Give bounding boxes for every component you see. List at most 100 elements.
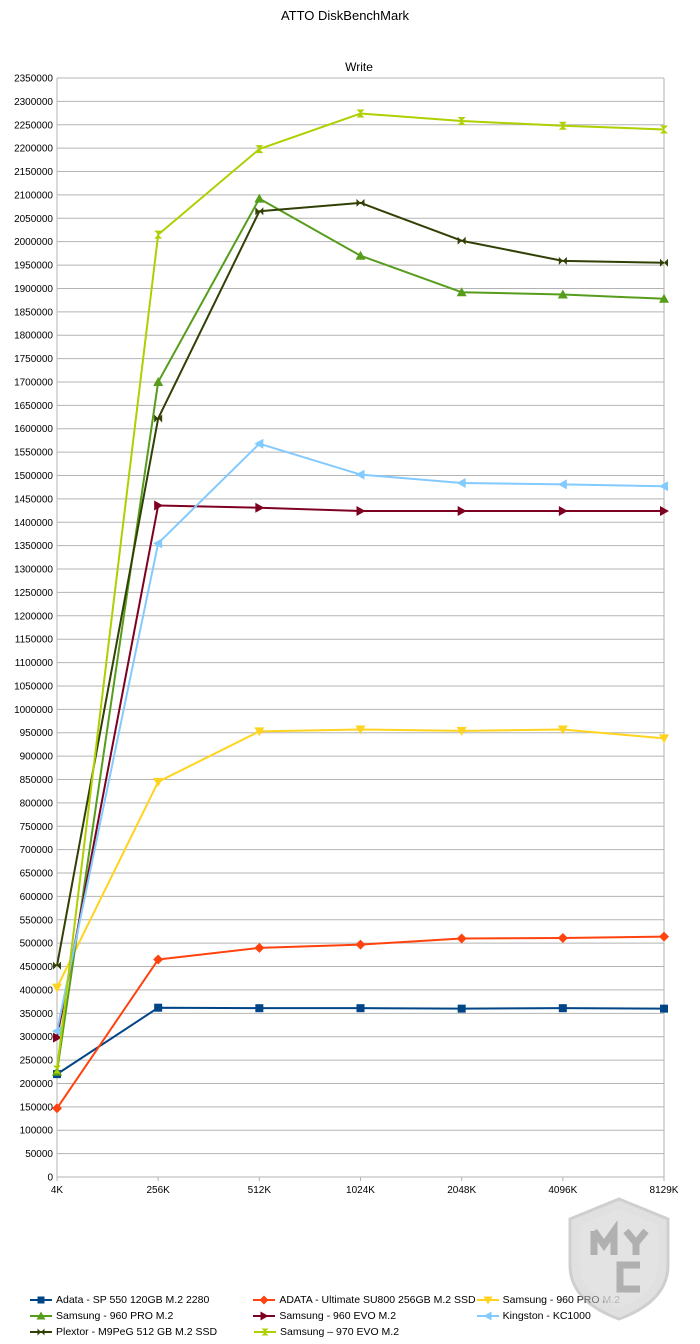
legend-swatch (30, 1311, 52, 1320)
data-point (154, 230, 163, 239)
series (52, 438, 668, 1037)
data-point (356, 198, 365, 207)
series (52, 931, 669, 1114)
data-point (153, 954, 164, 965)
y-tick-label: 250000 (20, 1056, 54, 1067)
y-tick-label: 1500000 (14, 471, 53, 482)
data-point (456, 933, 467, 944)
y-tick-label: 400000 (20, 985, 54, 996)
data-point (260, 1311, 269, 1321)
legend-label: Samsung - 960 EVO M.2 (279, 1310, 397, 1322)
legend-swatch (476, 1296, 499, 1305)
data-point (356, 109, 365, 118)
data-point (457, 1004, 466, 1013)
y-tick-label: 1400000 (14, 518, 53, 529)
data-point (154, 414, 163, 423)
series-line (56, 504, 664, 1038)
data-point (483, 1296, 493, 1305)
grid-lines (57, 77, 664, 1178)
data-point (558, 1004, 567, 1013)
data-point (557, 725, 568, 735)
data-point (255, 207, 264, 216)
legend-swatch (30, 1296, 52, 1304)
y-tick-label: 850000 (20, 775, 54, 786)
legend-swatch (30, 1328, 52, 1336)
series-group (52, 109, 669, 1114)
data-point (259, 1295, 269, 1305)
x-tick-label: 8129K (650, 1185, 679, 1196)
data-point (557, 933, 568, 944)
series-line (56, 1006, 665, 1075)
data-point (254, 942, 265, 953)
y-tick-label: 1800000 (14, 331, 53, 342)
legend-label: Kingston - KC1000 (502, 1310, 591, 1322)
data-point (557, 479, 567, 490)
y-tick-label: 900000 (20, 752, 54, 763)
y-tick-label: 2050000 (14, 214, 53, 225)
y-tick-label: 1450000 (14, 494, 53, 505)
y-tick-label: 2250000 (14, 120, 53, 131)
y-tick-label: 1650000 (14, 401, 53, 412)
data-point (456, 287, 467, 297)
data-point (356, 506, 366, 517)
data-point (37, 1328, 45, 1336)
series (52, 193, 669, 1076)
data-point (37, 1296, 45, 1304)
y-tick-label: 600000 (20, 892, 54, 903)
data-point (456, 477, 466, 488)
data-point (558, 256, 567, 265)
x-tick-label: 2048K (447, 1185, 476, 1196)
legend-item: Samsung – 970 EVO M.2 (254, 1326, 478, 1338)
y-tick-label: 950000 (20, 728, 54, 739)
chart-title: ATTO DiskBenchMark (281, 8, 410, 23)
y-tick-label: 1700000 (14, 377, 53, 388)
data-point (659, 293, 669, 303)
series-line (56, 112, 665, 1070)
legend-swatch (253, 1295, 276, 1305)
data-point (659, 481, 668, 492)
y-tick-label: 2200000 (14, 144, 53, 155)
legend-item: Samsung - 960 PRO M.2 (30, 1310, 253, 1322)
y-tick-label: 1850000 (14, 307, 53, 318)
y-tick-label: 0 (47, 1173, 53, 1184)
data-point (255, 145, 264, 154)
legend-item: Plextor - M9PeG 512 GB M.2 SSD (30, 1326, 254, 1338)
series-line (56, 935, 665, 1109)
legend: Adata - SP 550 120GB M.2 2280 ADATA - Ult… (30, 1292, 700, 1340)
y-tick-label: 1550000 (14, 448, 53, 459)
y-tick-label: 1200000 (14, 611, 53, 622)
data-point (153, 777, 164, 787)
y-tick-label: 100000 (20, 1126, 54, 1137)
y-tick-label: 550000 (20, 915, 54, 926)
y-tick-label: 1150000 (15, 635, 54, 646)
x-tick-label: 4096K (548, 1185, 577, 1196)
legend-row: Plextor - M9PeG 512 GB M.2 SSD Samsung – … (30, 1324, 700, 1340)
legend-label: Samsung – 970 EVO M.2 (280, 1326, 400, 1338)
y-tick-label: 1250000 (14, 588, 53, 599)
watermark-logo (568, 1197, 670, 1321)
data-point (53, 1065, 61, 1074)
data-point (659, 734, 669, 744)
data-point (153, 376, 164, 386)
data-point (53, 1032, 62, 1043)
legend-item: Adata - SP 550 120GB M.2 2280 (30, 1294, 253, 1306)
legend-swatch (253, 1311, 276, 1321)
data-point (355, 725, 366, 735)
y-tick-label: 1000000 (14, 705, 53, 716)
x-axis-ticks: 4K 256K 512K 1024K 2048K 4096K 8129K (51, 1177, 679, 1196)
y-tick-label: 200000 (20, 1079, 54, 1090)
legend-swatch (476, 1311, 499, 1321)
data-point (457, 236, 466, 245)
y-tick-label: 1950000 (14, 261, 53, 272)
series (53, 1003, 668, 1079)
x-tick-label: 256K (146, 1185, 170, 1196)
data-point (557, 289, 568, 299)
series (53, 109, 668, 1074)
data-point (456, 726, 467, 736)
y-tick-label: 300000 (20, 1032, 54, 1043)
y-axis-ticks: 0 50000 100000 150000 200000 250000 300000 3500… (14, 74, 53, 1184)
axes (56, 78, 665, 1177)
data-point (558, 506, 568, 517)
data-point (483, 1311, 492, 1321)
y-tick-label: 750000 (20, 822, 54, 833)
